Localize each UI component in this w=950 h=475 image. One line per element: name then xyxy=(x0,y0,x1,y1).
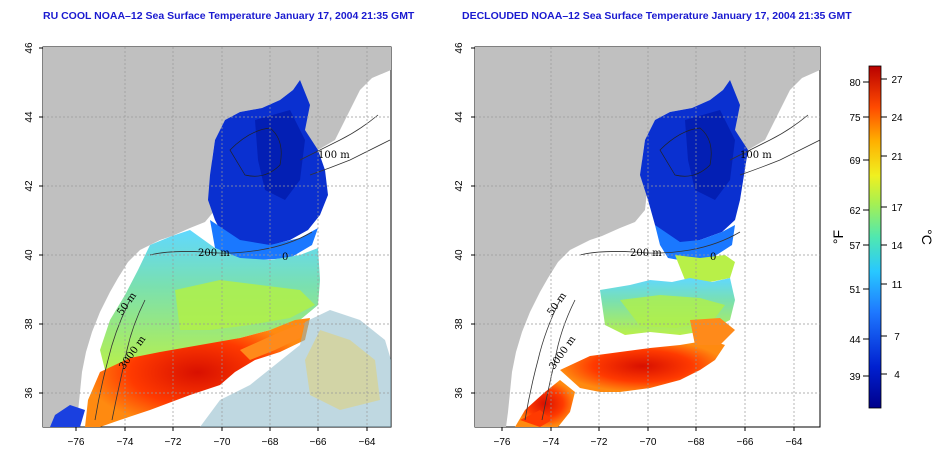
fahrenheit-unit-label: °F xyxy=(830,230,846,244)
celsius-tick: 17 xyxy=(891,203,903,214)
isobath-contours-left xyxy=(149,231,313,256)
fahrenheit-tick: 69 xyxy=(849,156,861,167)
x-tick-label: −64 xyxy=(786,437,803,448)
right-map-title: DECLOUDED NOAA–12 Sea Surface Temperatur… xyxy=(462,10,852,22)
y-tick-label: 38 xyxy=(24,318,35,330)
celsius-tick: 24 xyxy=(891,113,903,124)
land-mass-right xyxy=(475,47,820,427)
isobath-contours-right xyxy=(579,231,741,256)
right-y-axis: 46 44 42 40 38 36 xyxy=(454,42,475,399)
contour-label-200m: 200 m xyxy=(198,248,230,259)
celsius-tick: 27 xyxy=(891,75,903,86)
x-tick-label: −68 xyxy=(688,437,705,448)
celsius-unit-label: °C xyxy=(919,229,935,245)
y-tick-label: 44 xyxy=(24,111,35,123)
contour-label-200m: 200 m xyxy=(630,248,662,259)
x-tick-label: −68 xyxy=(262,437,279,448)
x-tick-label: −76 xyxy=(494,437,511,448)
y-tick-label: 46 xyxy=(24,42,35,54)
y-tick-label: 36 xyxy=(24,387,35,399)
y-tick-label: 46 xyxy=(454,42,465,54)
right-map-panel: 100 m 200 m 0 50 m 3000 m xyxy=(474,46,821,428)
x-tick-label: −66 xyxy=(737,437,754,448)
x-tick-label: −74 xyxy=(543,437,560,448)
left-map-title: RU COOL NOAA–12 Sea Surface Temperature … xyxy=(43,10,415,22)
fahrenheit-tick: 57 xyxy=(849,241,861,252)
gulf-stream-right xyxy=(560,340,725,392)
fahrenheit-tick: 44 xyxy=(849,335,861,346)
y-tick-label: 44 xyxy=(454,111,465,123)
x-tick-label: −64 xyxy=(359,437,376,448)
celsius-tick: 4 xyxy=(894,370,900,381)
x-tick-label: −72 xyxy=(165,437,182,448)
celsius-tick: 21 xyxy=(891,152,903,163)
land-mass-left xyxy=(43,47,391,427)
fahrenheit-tick: 51 xyxy=(849,285,861,296)
x-tick-label: −76 xyxy=(68,437,85,448)
x-tick-label: −72 xyxy=(591,437,608,448)
x-tick-label: −70 xyxy=(640,437,657,448)
left-map-panel: 100 m 200 m 0 50 m 3000 m xyxy=(42,46,392,428)
x-tick-label: −66 xyxy=(310,437,327,448)
y-tick-label: 40 xyxy=(454,249,465,261)
celsius-tick: 7 xyxy=(894,332,900,343)
x-tick-label: −74 xyxy=(117,437,134,448)
contour-label-100m: 100 m xyxy=(740,150,772,161)
contour-label-zero: 0 xyxy=(710,252,716,263)
contour-label-100m: 100 m xyxy=(318,150,350,161)
y-tick-label: 36 xyxy=(454,387,465,399)
fahrenheit-tick: 62 xyxy=(849,206,861,217)
celsius-tick: 14 xyxy=(891,241,903,252)
left-y-axis: 46 44 42 40 38 36 xyxy=(24,42,43,399)
fahrenheit-tick: 80 xyxy=(849,78,861,89)
y-tick-label: 40 xyxy=(24,249,35,261)
celsius-tick: 11 xyxy=(892,280,903,291)
fahrenheit-tick: 75 xyxy=(849,113,861,124)
y-tick-label: 42 xyxy=(24,180,35,192)
y-tick-label: 38 xyxy=(454,318,465,330)
fahrenheit-tick: 39 xyxy=(849,372,861,383)
x-tick-label: −70 xyxy=(214,437,231,448)
left-x-axis: −76 −74 −72 −70 −68 −66 −64 xyxy=(68,427,376,448)
y-tick-label: 42 xyxy=(454,180,465,192)
contour-label-zero: 0 xyxy=(282,252,288,263)
temperature-colorbar: 80 75 69 62 57 51 44 39 27 24 21 17 14 1… xyxy=(830,65,935,409)
right-x-axis: −76 −74 −72 −70 −68 −66 −64 xyxy=(494,427,803,448)
